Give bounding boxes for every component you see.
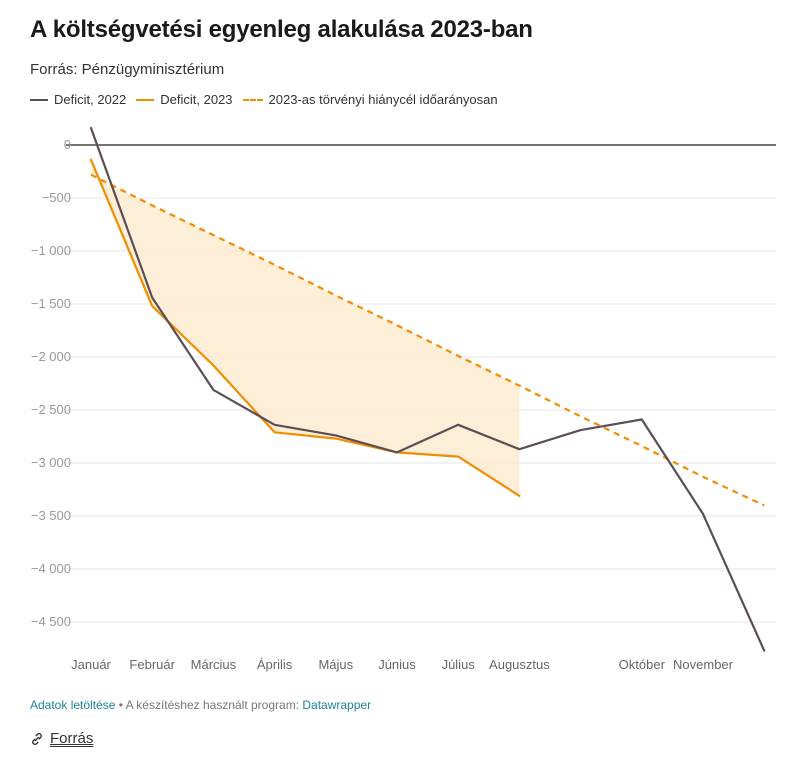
y-tick-label: −4 500 — [31, 614, 71, 629]
legend-swatch-target — [242, 98, 263, 101]
x-tick-label: Május — [318, 657, 353, 672]
legend-item-target: 2023-as törvényi hiánycél időarányosan — [242, 92, 498, 107]
line-chart: 0 −500 −1 000 −1 500 −2 000 −2 500 −3 000 −3 50… — [31, 126, 776, 672]
x-tick-label: Március — [191, 657, 237, 672]
y-axis-ticks: 0 −500 −1 000 −1 500 −2 000 −2 500 −3 000 −3 50… — [31, 137, 71, 629]
series-line-2023 — [89, 158, 521, 497]
download-data-link[interactable]: Adatok letöltése — [30, 698, 116, 712]
y-tick-label: −1 500 — [31, 296, 71, 311]
source-link-label: Forrás — [50, 730, 94, 747]
x-tick-label: Április — [257, 657, 293, 672]
y-tick-label: −3 000 — [31, 455, 71, 470]
x-tick-label: Január — [71, 657, 111, 672]
y-tick-label: −2 500 — [31, 402, 71, 417]
legend-item-2022: Deficit, 2022 — [30, 92, 126, 107]
legend-label-target: 2023-as törvényi hiánycél időarányosan — [268, 92, 498, 107]
chart-subtitle: Forrás: Pénzügyminisztérium — [30, 61, 225, 78]
x-tick-label: Augusztus — [489, 657, 550, 672]
shaded-area — [91, 159, 520, 496]
legend-label-2023: Deficit, 2023 — [160, 92, 233, 107]
gap-area — [91, 159, 520, 496]
x-axis-ticks: Január Február Március Április Május Június Jú… — [71, 657, 734, 672]
x-tick-label: Február — [129, 657, 175, 672]
datawrapper-link[interactable]: Datawrapper — [302, 698, 372, 712]
y-tick-label: 0 — [64, 137, 71, 152]
series-lines — [89, 126, 766, 652]
y-tick-label: −2 000 — [31, 349, 71, 364]
y-tick-label: −500 — [42, 190, 71, 205]
link-icon — [32, 732, 42, 745]
x-tick-label: Július — [442, 657, 476, 672]
x-tick-label: Október — [619, 657, 666, 672]
y-tick-label: −4 000 — [31, 561, 71, 576]
series-line-target — [90, 173, 765, 507]
footer: Adatok letöltése • A készítéshez használ… — [30, 698, 371, 712]
legend-label-2022: Deficit, 2022 — [54, 92, 127, 107]
source-link[interactable]: Forrás — [30, 730, 93, 747]
series-line-2022 — [89, 126, 766, 652]
x-tick-label: November — [673, 657, 734, 672]
legend: Deficit, 2022 Deficit, 2023 2023-as törv… — [30, 92, 508, 107]
y-tick-label: −3 500 — [31, 508, 71, 523]
legend-swatch-2023 — [136, 98, 155, 101]
y-tick-label: −1 000 — [31, 243, 71, 258]
legend-swatch-2022 — [30, 98, 48, 101]
x-tick-label: Június — [378, 657, 416, 672]
legend-item-2023: Deficit, 2023 — [136, 92, 233, 107]
chart-title: A költségvetési egyenleg alakulása 2023-… — [30, 16, 533, 43]
footer-separator: • A készítéshez használt program: — [115, 698, 303, 712]
